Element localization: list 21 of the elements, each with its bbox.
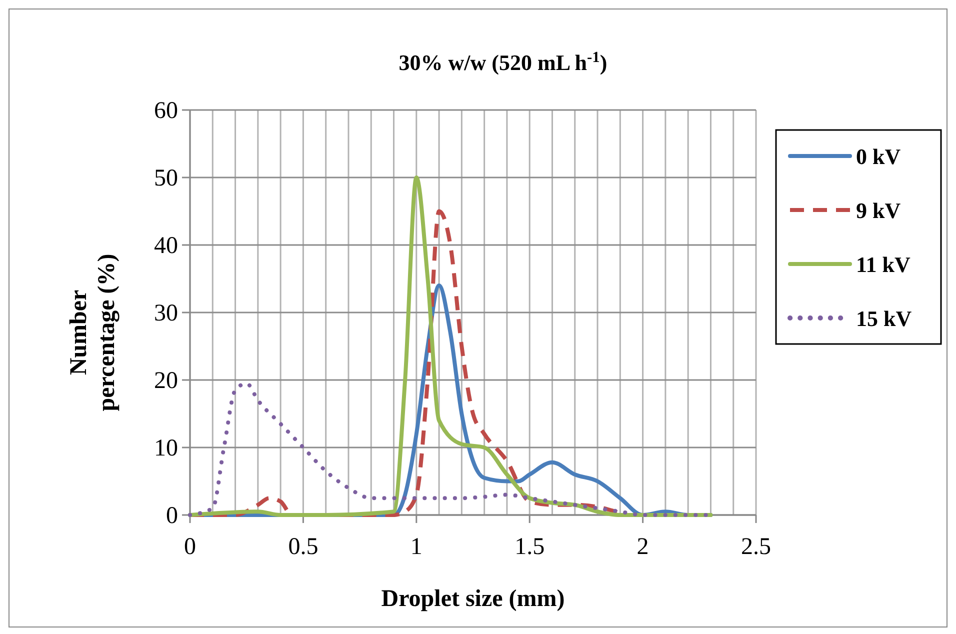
chart-title: 30% w/w (520 mL h$^{-1}$) [398, 48, 608, 75]
y-tick-label: 50 [154, 166, 178, 192]
line-series [188, 176, 713, 517]
x-axis-title: Droplet size (mm) [381, 586, 565, 612]
y-tick-label: 0 [166, 503, 178, 529]
legend-label: 9 kV [856, 198, 901, 223]
x-tick-label: 2 [636, 534, 649, 560]
x-tick-label: 1.5 [514, 534, 545, 560]
y-tick-label: 10 [154, 436, 178, 462]
legend-label: 11 kV [856, 252, 911, 277]
x-tick-label: 0 [184, 534, 196, 560]
y-tick-label: 30 [154, 300, 178, 326]
x-tick-label: 0.5 [288, 534, 318, 560]
x-tick-label: 2.5 [741, 534, 771, 560]
x-tick-label: 1 [410, 534, 422, 560]
legend-label: 0 kV [856, 144, 901, 169]
y-tick-label: 20 [154, 368, 178, 394]
y-tick-label: 40 [154, 233, 178, 259]
y-tick-label: 60 [154, 98, 178, 124]
legend-label: 15 kV [856, 306, 912, 331]
y-axis-title: Number percentage (%) [66, 254, 120, 412]
